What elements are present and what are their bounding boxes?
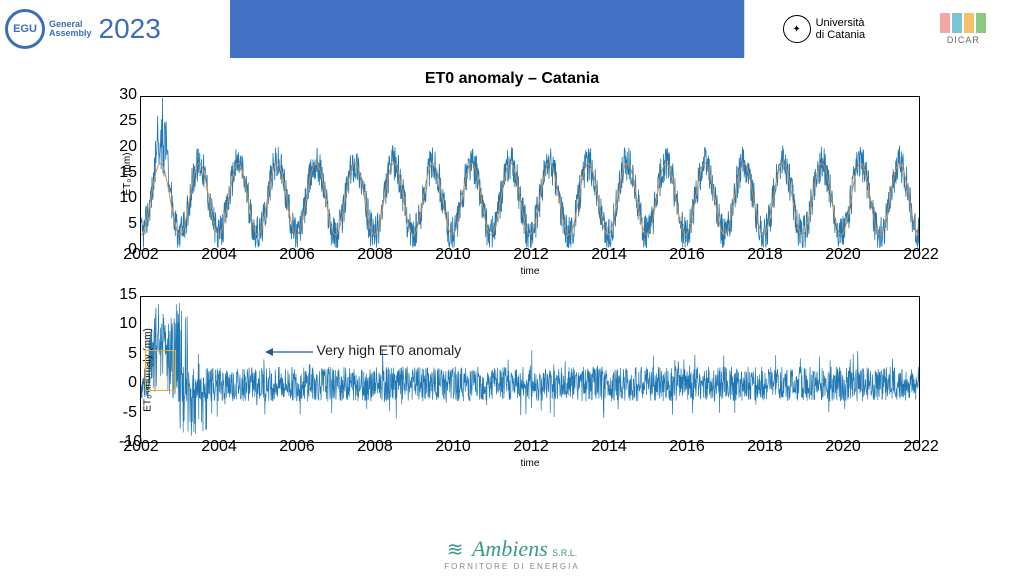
xtick: 2022 — [903, 246, 939, 264]
xtick: 2018 — [747, 438, 783, 456]
dicar-bar — [964, 13, 974, 33]
anomaly-annotation: Very high ET0 anomaly — [317, 342, 462, 358]
ytick: 0 — [119, 374, 137, 392]
xtick: 2020 — [825, 246, 861, 264]
ytick: 20 — [119, 138, 137, 156]
xtick: 2010 — [435, 438, 471, 456]
page-title: ET0 anomaly – Catania — [0, 70, 1024, 88]
dicar-bar — [952, 13, 962, 33]
chart2-plot-area: ET₀ anomaly (mm) time -10-5051015 200220… — [140, 296, 920, 443]
ytick: 5 — [119, 215, 137, 233]
xtick: 2014 — [591, 246, 627, 264]
ytick: 25 — [119, 112, 137, 130]
uni-name-l1: Università — [816, 17, 866, 29]
dicar-logo: DICAR — [940, 13, 986, 45]
chart1-svg — [141, 97, 919, 250]
footer-logo: ≋ Ambiens S.R.L. FORNITORE DI ENERGIA — [444, 536, 579, 571]
ytick: 15 — [119, 164, 137, 182]
chart1-plot-area: ET₀ (mm) time 051015202530 2002200420062… — [140, 96, 920, 251]
xtick: 2012 — [513, 246, 549, 264]
xtick: 2008 — [357, 246, 393, 264]
footer-brand: Ambiens — [472, 536, 548, 561]
xtick: 2022 — [903, 438, 939, 456]
egu-logo-block: EGU General Assembly 2023 — [0, 0, 230, 58]
wave-icon: ≋ — [447, 537, 464, 562]
dicar-bar — [940, 13, 950, 33]
xtick: 2020 — [825, 438, 861, 456]
xtick: 2012 — [513, 438, 549, 456]
egu-abbrev: EGU — [13, 23, 37, 35]
university-seal-icon: ✦ — [783, 15, 811, 43]
chart2-xlabel: time — [521, 458, 540, 469]
xtick: 2010 — [435, 246, 471, 264]
xtick: 2016 — [669, 438, 705, 456]
xtick: 2016 — [669, 246, 705, 264]
xtick: 2004 — [201, 246, 237, 264]
xtick: 2018 — [747, 246, 783, 264]
egu-year: 2023 — [99, 13, 161, 45]
dicar-label: DICAR — [947, 35, 980, 45]
egu-circle-icon: EGU — [5, 9, 45, 49]
egu-line2: Assembly — [49, 29, 92, 38]
xtick: 2002 — [123, 246, 159, 264]
xtick: 2002 — [123, 438, 159, 456]
right-logos: ✦ Università di Catania DICAR — [744, 0, 1024, 58]
xtick: 2008 — [357, 438, 393, 456]
university-logo: ✦ Università di Catania — [783, 15, 866, 43]
xtick: 2006 — [279, 246, 315, 264]
ytick: 15 — [119, 286, 137, 304]
annotation-arrow-icon — [265, 346, 315, 358]
footer-tagline: FORNITORE DI ENERGIA — [444, 562, 579, 571]
ytick: 10 — [119, 189, 137, 207]
ytick: 5 — [119, 345, 137, 363]
dicar-bar — [976, 13, 986, 33]
highlight-box — [145, 350, 176, 391]
xtick: 2006 — [279, 438, 315, 456]
ytick: -5 — [119, 404, 137, 422]
ytick: 10 — [119, 315, 137, 333]
xtick: 2004 — [201, 438, 237, 456]
chart1-xlabel: time — [521, 266, 540, 277]
ytick: 30 — [119, 86, 137, 104]
header-bar: EGU General Assembly 2023 ✦ Università d… — [0, 0, 1024, 58]
uni-name-l2: di Catania — [816, 29, 866, 41]
chart2-svg — [141, 297, 919, 442]
header-blue-banner — [230, 0, 744, 58]
chart1-container: ET₀ (mm) time 051015202530 2002200420062… — [140, 96, 920, 443]
footer-suffix: S.R.L. — [552, 548, 577, 558]
xtick: 2014 — [591, 438, 627, 456]
